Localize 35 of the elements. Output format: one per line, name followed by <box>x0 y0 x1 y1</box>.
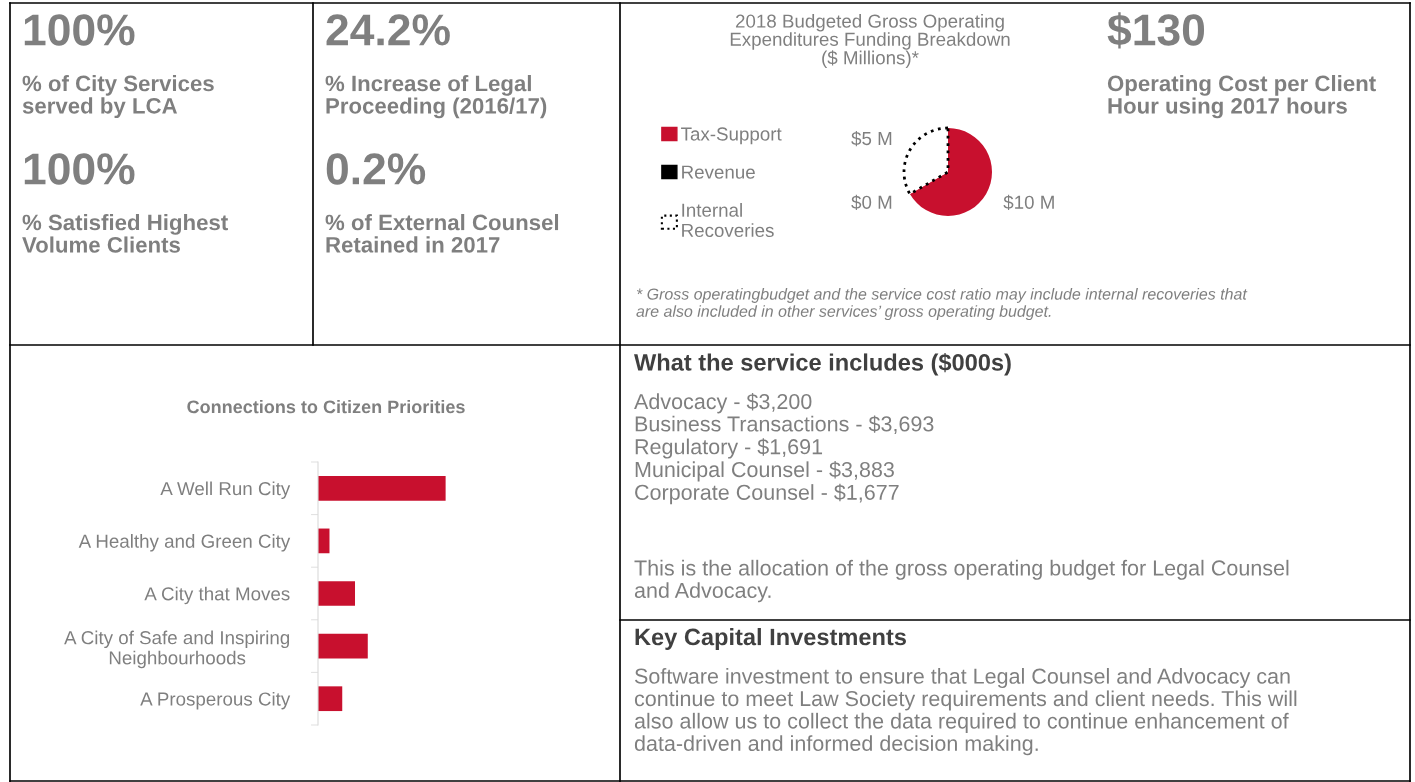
y-tick-label: A Healthy and Green City <box>78 534 291 552</box>
text: Key Capital Investments <box>635 628 906 651</box>
data-label: $5 M <box>851 131 892 147</box>
legend-label: Tax-Support <box>681 127 782 145</box>
text: $130 <box>1107 12 1205 49</box>
text: 100% <box>24 153 135 185</box>
bar <box>318 581 356 606</box>
y-tick-label: A Well Run City <box>160 481 291 499</box>
text: * Gross operatingbudget and the service cost ratio may include internal recoveries that are also included in other services’ gross operating budget. <box>636 288 1248 321</box>
text: % of City Services served by LCA <box>22 75 214 119</box>
text: 100% <box>24 14 135 46</box>
bar <box>318 475 446 501</box>
text: What the service includes ($000s) <box>634 353 1011 376</box>
y-tick-label: A City that Moves <box>144 586 290 605</box>
text: Software investment to ensure that Legal Counsel and Advocacy can continue to meet Law Society requirements and client needs. This will also allow us to collect the data required to continue enhancement of data-driven and informed decision making. <box>634 668 1297 756</box>
y-tick-label: A City of Safe and Inspiring Neighbourhoods <box>64 630 290 669</box>
y-tick-label: A Prosperous City <box>140 691 291 710</box>
text: % Satisfied Highest Volume Clients <box>22 214 228 253</box>
text: This is the allocation of the gross operating budget for Legal Counsel and Advocacy. <box>634 559 1289 603</box>
legend-label: Revenue <box>682 165 755 179</box>
text: Operating Cost per Client Hour using 2017 hours <box>1107 75 1376 119</box>
text: Advocacy - $3,200 Business Transactions - $3,693 Regulatory - $1,691 Municipal Counsel - $3,883 Corporate Counsel - $1,677 <box>634 393 934 505</box>
text: $0 M <box>851 194 892 211</box>
bar <box>318 686 343 712</box>
chart-title: 2018 Budgeted Gross Operating Expenditures Funding Breakdown ($ Millions)* <box>730 14 1010 69</box>
text: 0.2% <box>326 153 426 185</box>
data-label: $10 M <box>1003 194 1054 211</box>
text: 24.2% <box>326 14 450 46</box>
pie-slice <box>902 126 950 196</box>
bar <box>318 633 368 659</box>
pie-slice <box>909 128 992 216</box>
chart-title: Connections to Citizen Priorities <box>187 400 465 414</box>
legend-label: Internal Recoveries <box>682 203 774 238</box>
text: % Increase of Legal Proceeding (2016/17) <box>325 75 547 119</box>
text: % of External Counsel Retained in 2017 <box>325 214 559 253</box>
